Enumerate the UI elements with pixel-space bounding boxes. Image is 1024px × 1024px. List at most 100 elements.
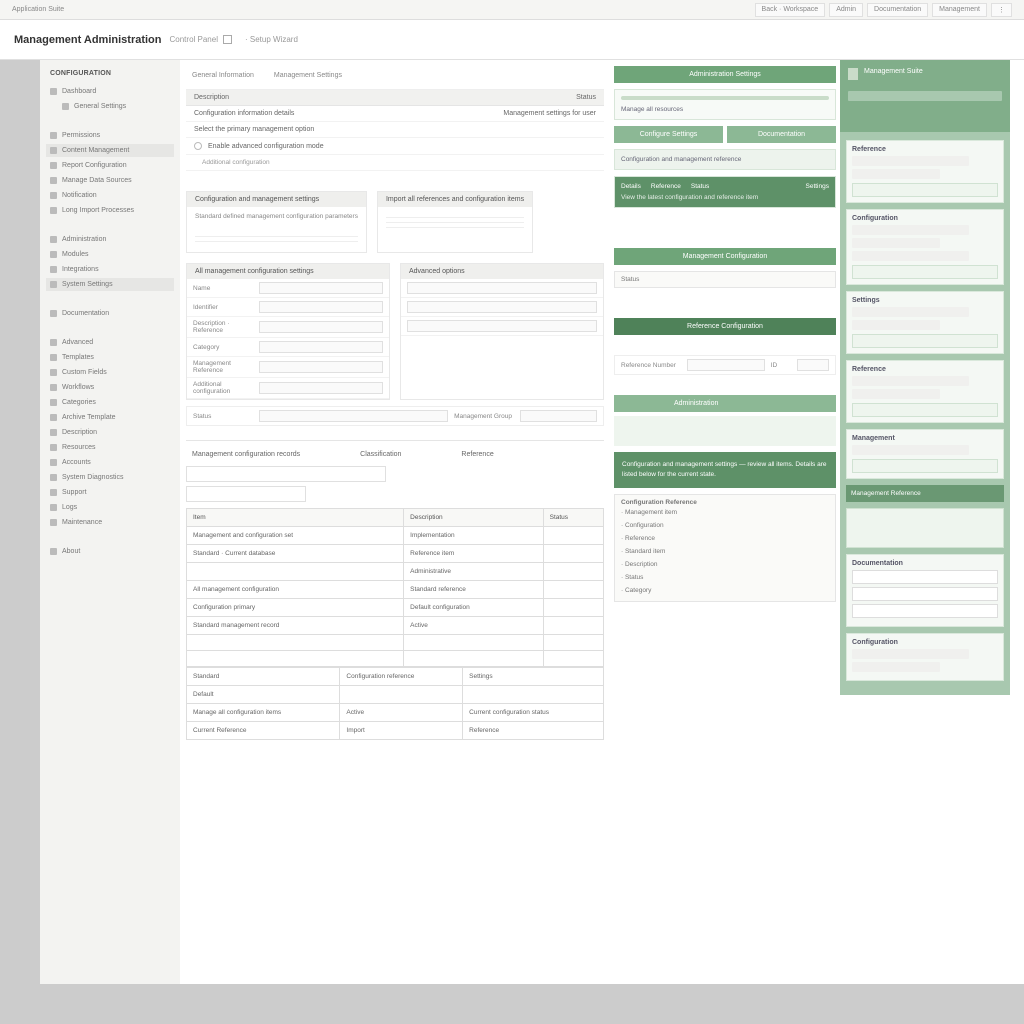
table-row[interactable]: Management and configuration setImplemen… <box>187 527 604 545</box>
text-input[interactable] <box>259 382 383 394</box>
text-input[interactable] <box>520 410 597 422</box>
filter-input[interactable] <box>186 486 306 502</box>
list-item[interactable]: · Category <box>621 584 829 597</box>
action-button[interactable]: Configure Settings <box>614 126 723 143</box>
sidebar-item[interactable]: Integrations <box>46 263 174 276</box>
sidebar-item[interactable]: Description <box>46 426 174 439</box>
sidebar-item[interactable]: Maintenance <box>46 516 174 529</box>
sidebar-item[interactable]: Permissions <box>46 129 174 142</box>
title-checkbox[interactable] <box>223 35 232 44</box>
text-input[interactable] <box>852 604 998 618</box>
table-cell: Configuration primary <box>187 599 404 617</box>
footnote: Configuration and management settings — … <box>614 452 836 488</box>
card-button[interactable] <box>852 334 998 348</box>
list-item[interactable]: · Status <box>621 571 829 584</box>
sidebar-item[interactable]: Manage Data Sources <box>46 174 174 187</box>
text-input[interactable] <box>797 359 829 371</box>
info-line: Configuration and management reference <box>614 149 836 170</box>
table-header[interactable]: Status <box>543 509 603 527</box>
text-input[interactable] <box>259 341 383 353</box>
list-item[interactable]: · Management item <box>621 506 829 519</box>
status-col: Settings <box>806 183 830 190</box>
sidebar-item[interactable]: Support <box>46 486 174 499</box>
text-input[interactable] <box>407 320 597 332</box>
sidebar-item[interactable]: Dashboard <box>46 85 174 98</box>
text-input[interactable] <box>259 301 383 313</box>
text-input[interactable] <box>687 359 765 371</box>
list-item[interactable]: · Description <box>621 558 829 571</box>
table-row[interactable]: Administrative <box>187 563 604 581</box>
card-button[interactable] <box>852 183 998 197</box>
topbar-link[interactable]: Documentation <box>867 3 928 17</box>
table-row[interactable]: Default <box>187 686 604 704</box>
table-row[interactable]: Configuration primaryDefault configurati… <box>187 599 604 617</box>
status-panel: Details Reference Status Settings View t… <box>614 176 836 208</box>
field-label: Category <box>193 344 253 351</box>
bullet-icon <box>50 207 57 214</box>
topbar-link[interactable]: ⋮ <box>991 3 1012 17</box>
card-button[interactable] <box>852 265 998 279</box>
sidebar-item[interactable]: Advanced <box>46 336 174 349</box>
sidebar-item[interactable]: Notification <box>46 189 174 202</box>
sidebar-item[interactable]: Templates <box>46 351 174 364</box>
topbar-link[interactable]: Management <box>932 3 987 17</box>
sidebar-item[interactable]: Custom Fields <box>46 366 174 379</box>
sidebar-item[interactable]: Logs <box>46 501 174 514</box>
topbar-link[interactable]: Admin <box>829 3 863 17</box>
action-button[interactable]: Management Configuration <box>614 248 836 265</box>
topbar-link[interactable]: Back · Workspace <box>755 3 826 17</box>
sidebar-label: Administration <box>62 236 106 243</box>
table-row[interactable]: StandardConfiguration referenceSettings <box>187 668 604 686</box>
sidebar-item[interactable]: Report Configuration <box>46 159 174 172</box>
table-row[interactable]: Standard management recordActive <box>187 617 604 635</box>
sidebar-item[interactable]: General Settings <box>46 100 174 113</box>
form-row: Identifier <box>187 298 389 317</box>
list-item[interactable]: · Standard item <box>621 545 829 558</box>
field-label: Additional configuration <box>193 381 253 395</box>
list-header: Configuration Reference <box>621 499 829 506</box>
search-input[interactable] <box>186 466 386 482</box>
radio-icon[interactable] <box>194 142 202 150</box>
text-input[interactable] <box>259 321 383 333</box>
sidebar-item[interactable]: About <box>46 545 174 558</box>
fieldset-row[interactable]: Enable advanced configuration mode <box>186 138 604 155</box>
card-button[interactable] <box>852 459 998 473</box>
list-item[interactable]: · Configuration <box>621 519 829 532</box>
sidebar-item[interactable]: Resources <box>46 441 174 454</box>
sidebar-item[interactable]: Accounts <box>46 456 174 469</box>
sidebar-item[interactable]: Administration <box>46 233 174 246</box>
table-row[interactable]: Standard · Current databaseReference ite… <box>187 545 604 563</box>
sidebar-item[interactable]: System Diagnostics <box>46 471 174 484</box>
table-header[interactable]: Item <box>187 509 404 527</box>
sidebar-item[interactable]: Documentation <box>46 307 174 320</box>
field-label: Name <box>193 285 253 292</box>
sidebar-item[interactable]: Long Import Processes <box>46 204 174 217</box>
action-button[interactable]: Reference Configuration <box>614 318 836 335</box>
table-cell: Standard <box>187 668 340 686</box>
text-input[interactable] <box>852 570 998 584</box>
action-button[interactable]: Documentation <box>727 126 836 143</box>
tab[interactable]: Management Settings <box>274 72 342 79</box>
text-input[interactable] <box>407 301 597 313</box>
table-row[interactable]: All management configurationStandard ref… <box>187 581 604 599</box>
sidebar-item[interactable]: Archive Template <box>46 411 174 424</box>
card-button[interactable] <box>852 403 998 417</box>
text-input[interactable] <box>259 361 383 373</box>
list-item[interactable]: · Reference <box>621 532 829 545</box>
sidebar-item[interactable]: Modules <box>46 248 174 261</box>
table-header[interactable]: Description <box>404 509 543 527</box>
sidebar-item[interactable]: Content Management <box>46 144 174 157</box>
sidebar-item[interactable]: Categories <box>46 396 174 409</box>
sidebar-item[interactable]: System Settings <box>46 278 174 291</box>
top-bar: Application Suite Back · Workspace Admin… <box>0 0 1024 20</box>
table-row[interactable]: Manage all configuration itemsActiveCurr… <box>187 704 604 722</box>
table-cell: Manage all configuration items <box>187 704 340 722</box>
sidebar-item[interactable]: Workflows <box>46 381 174 394</box>
tab[interactable]: General Information <box>192 72 254 79</box>
text-input[interactable] <box>259 410 448 422</box>
bullet-icon <box>50 251 57 258</box>
text-input[interactable] <box>407 282 597 294</box>
text-input[interactable] <box>259 282 383 294</box>
table-row[interactable]: Current ReferenceImportReference <box>187 722 604 740</box>
text-input[interactable] <box>852 587 998 601</box>
